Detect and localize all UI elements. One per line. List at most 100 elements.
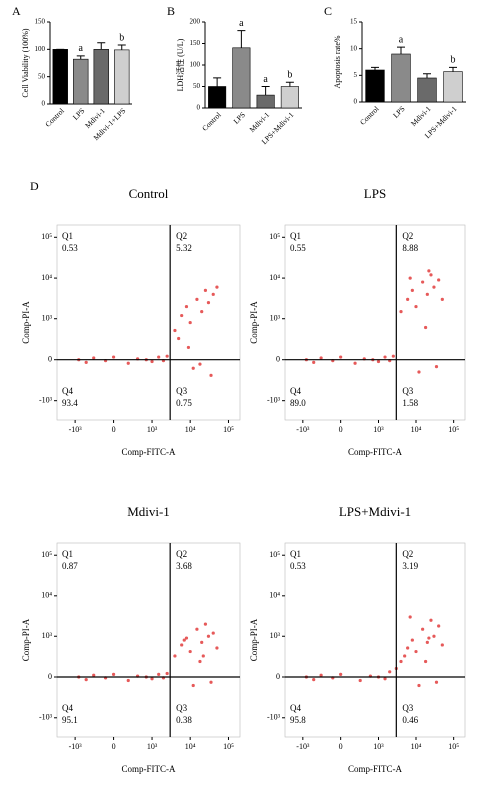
- event-dot: [188, 320, 192, 325]
- quadrant-value: 0.53: [62, 243, 78, 253]
- y-tick-label: 50: [193, 82, 201, 90]
- event-dot: [191, 366, 195, 370]
- event-dot: [150, 359, 154, 364]
- y-tick-label: 50: [38, 72, 46, 80]
- event-dot: [195, 627, 199, 631]
- event-dot: [399, 310, 403, 314]
- x-tick-label: 10³: [147, 425, 158, 434]
- event-dot: [437, 624, 441, 628]
- quadrant-name: Q2: [176, 549, 187, 559]
- event-dot: [211, 631, 215, 635]
- quadrant-name: Q2: [402, 549, 413, 559]
- y-tick-label: 200: [190, 18, 201, 26]
- quadrant-name: Q2: [402, 231, 413, 241]
- event-dot: [440, 643, 444, 647]
- y-tick-label: 150: [190, 39, 201, 47]
- x-tick-label: 10⁵: [223, 425, 234, 434]
- error-bar: [213, 77, 222, 87]
- event-dot: [414, 649, 418, 654]
- x-tick-label: 0: [339, 425, 343, 434]
- bar: [73, 58, 89, 105]
- event-dot: [403, 654, 407, 658]
- quadrant-value: 1.58: [402, 398, 418, 408]
- significance-letter: a: [263, 74, 268, 85]
- event-dot: [211, 292, 215, 296]
- y-tick-label: -10³: [39, 396, 53, 405]
- y-tick-label: -10³: [267, 396, 281, 405]
- significance-letter: a: [399, 34, 404, 45]
- event-dot: [358, 678, 362, 683]
- quadrant-name: Q1: [62, 549, 73, 559]
- x-tick-label: -10³: [296, 425, 310, 434]
- panel-label: D: [30, 179, 39, 193]
- quadrant-value: 8.88: [402, 243, 418, 253]
- event-dot: [188, 649, 192, 654]
- bar: [443, 71, 463, 103]
- quadrant-value: 95.1: [62, 715, 78, 725]
- y-tick-label: 10⁵: [269, 550, 280, 559]
- event-dot: [410, 638, 414, 642]
- plot-frame: [284, 224, 466, 421]
- event-dot: [312, 678, 316, 682]
- event-dot: [429, 618, 433, 622]
- event-dot: [319, 356, 323, 360]
- y-axis-label: Cell Viability (100%): [21, 28, 30, 97]
- x-tick-label: 10⁴: [185, 742, 196, 751]
- x-tick-label: 10⁴: [185, 425, 196, 434]
- x-tick-label: LPS: [71, 106, 87, 122]
- event-dot: [427, 636, 431, 640]
- error-bar: [117, 44, 126, 50]
- panel-label: B: [167, 4, 175, 18]
- y-axis-label: Apoptosis rate%: [333, 35, 342, 88]
- quadrant-name: Q3: [402, 386, 413, 396]
- event-dot: [150, 677, 154, 681]
- x-axis-label: Comp-FITC-A: [348, 447, 403, 457]
- event-dot: [165, 354, 169, 358]
- event-dot: [180, 643, 184, 647]
- quadrant-name: Q3: [402, 703, 413, 713]
- event-dot: [399, 659, 403, 664]
- plot-frame: [56, 224, 241, 421]
- plot-frame: [56, 542, 241, 738]
- plot-title: LPS+Mdivi-1: [339, 504, 411, 519]
- event-dot: [421, 280, 425, 284]
- event-dot: [429, 273, 433, 277]
- x-tick-label: 10⁵: [448, 742, 459, 751]
- bar: [280, 86, 299, 109]
- quadrant-name: Q4: [290, 703, 301, 713]
- error-bar: [237, 30, 246, 48]
- quadrant-name: Q3: [176, 386, 187, 396]
- event-dot: [186, 345, 191, 350]
- y-tick-label: 10⁵: [41, 550, 52, 559]
- event-dot: [184, 304, 189, 309]
- quadrant-value: 95.8: [290, 715, 306, 725]
- error-bar: [261, 86, 270, 96]
- significance-letter: b: [119, 32, 124, 43]
- x-tick-label: 10³: [373, 425, 384, 434]
- event-dot: [417, 370, 421, 374]
- bar: [114, 49, 130, 105]
- plot-frame: [284, 542, 466, 738]
- event-dot: [200, 310, 204, 314]
- event-dot: [391, 354, 395, 358]
- y-axis-label: Comp-PI-A: [249, 618, 259, 661]
- x-tick-label: Mdivi-1: [409, 104, 433, 128]
- event-dot: [200, 640, 204, 644]
- event-dot: [432, 634, 436, 638]
- y-axis-label: LDH活性 (U/L): [175, 38, 185, 91]
- y-tick-label: 15: [350, 18, 358, 26]
- event-dot: [206, 634, 211, 638]
- quadrant-value: 0.75: [176, 398, 192, 408]
- y-tick-label: 0: [276, 355, 280, 364]
- y-tick-label: 10³: [42, 631, 53, 640]
- x-tick-label: LPS: [231, 110, 247, 126]
- event-dot: [424, 659, 428, 664]
- plot-title: Mdivi-1: [127, 504, 170, 519]
- bar: [365, 69, 385, 103]
- event-dot: [425, 640, 429, 644]
- error-bar: [397, 46, 405, 54]
- x-tick-label: 10⁵: [223, 742, 234, 751]
- event-dot: [198, 362, 202, 366]
- event-dot: [408, 615, 412, 619]
- bar: [417, 77, 437, 103]
